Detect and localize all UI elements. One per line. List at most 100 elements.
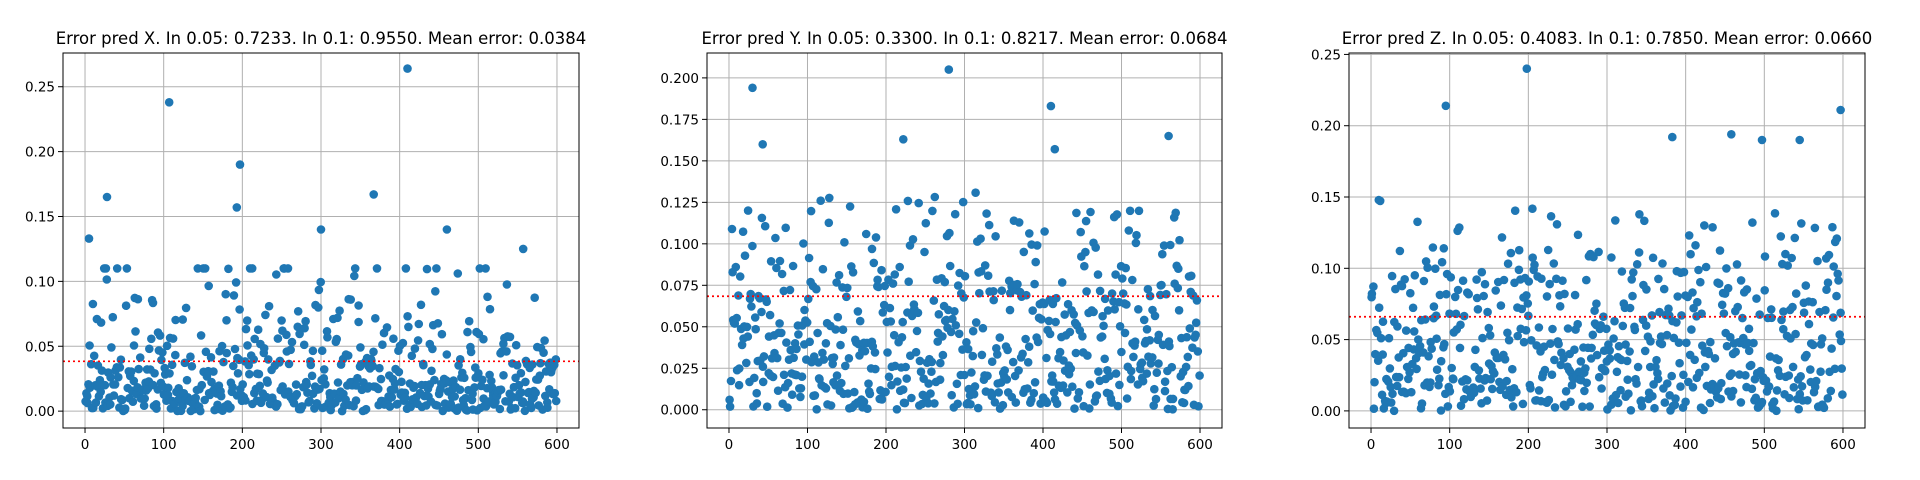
data-point [1836, 336, 1846, 346]
data-point [1716, 394, 1726, 404]
data-point [1618, 321, 1628, 331]
data-point [840, 238, 849, 247]
data-point [351, 396, 361, 405]
data-point [983, 371, 992, 381]
data-point [1559, 354, 1568, 363]
subplot-y-error: Error pred Y. In 0.05: 0.3300. In 0.1: 0… [660, 29, 1227, 453]
data-point [350, 264, 360, 273]
data-point [930, 192, 940, 202]
data-point [908, 235, 918, 244]
data-point [865, 389, 875, 399]
x-tick-label: 300 [308, 437, 334, 453]
data-point [1018, 349, 1027, 359]
data-point [1191, 318, 1201, 328]
data-point [1576, 357, 1586, 366]
data-point [1003, 345, 1012, 355]
data-point [953, 399, 962, 409]
data-point [841, 361, 850, 371]
data-point [1037, 315, 1046, 324]
data-point [1824, 250, 1834, 260]
data-point [1774, 355, 1783, 365]
data-point [312, 399, 322, 408]
data-point [1117, 347, 1126, 357]
data-point [1517, 304, 1527, 314]
data-point [406, 402, 416, 412]
data-point [821, 384, 831, 393]
data-point [1173, 283, 1183, 293]
data-point [735, 272, 745, 281]
data-point [235, 160, 245, 169]
data-point [1370, 377, 1379, 387]
data-point [914, 198, 923, 208]
data-point [511, 340, 521, 350]
data-point [1160, 386, 1170, 396]
data-point [495, 404, 505, 414]
data-point [1751, 393, 1761, 403]
data-point [1014, 218, 1024, 227]
data-point [442, 350, 452, 359]
data-point [299, 340, 309, 350]
data-point [1187, 271, 1196, 281]
data-point [1816, 367, 1825, 377]
data-point [150, 369, 159, 378]
data-point [301, 316, 310, 326]
data-point [1671, 394, 1680, 403]
data-point [1431, 264, 1440, 274]
data-point [167, 360, 177, 370]
data-point [201, 347, 211, 357]
data-point [1652, 355, 1661, 365]
data-point [1473, 305, 1483, 314]
data-point [1688, 288, 1697, 297]
data-point [1781, 249, 1790, 259]
data-point [1107, 289, 1117, 298]
data-point [1145, 336, 1155, 345]
data-point [1472, 275, 1481, 284]
scatter-points [725, 65, 1204, 414]
data-point [1121, 263, 1130, 273]
data-point [307, 371, 317, 381]
data-point [112, 264, 122, 273]
data-point [1708, 223, 1717, 232]
y-tick-label: 0.150 [660, 154, 699, 170]
data-point [1408, 303, 1418, 313]
data-point [878, 308, 888, 317]
data-point [1705, 398, 1715, 408]
data-point [785, 285, 795, 295]
data-point [968, 351, 978, 361]
data-point [1632, 260, 1642, 269]
data-point [1504, 335, 1514, 345]
data-point [1548, 324, 1557, 334]
data-point [1154, 359, 1163, 368]
data-point [1526, 384, 1535, 393]
data-point [1013, 279, 1022, 289]
data-point [1813, 256, 1822, 266]
data-point [1546, 212, 1556, 221]
data-point [1629, 268, 1638, 277]
data-point [794, 330, 803, 339]
data-point [1126, 374, 1136, 384]
data-point [1738, 313, 1747, 323]
data-point [877, 395, 887, 404]
data-point [1802, 350, 1811, 360]
data-point [990, 398, 1000, 407]
data-point [1777, 315, 1786, 325]
data-point [1770, 209, 1780, 218]
data-point [891, 205, 901, 214]
data-point [1801, 281, 1811, 290]
data-point [1508, 402, 1518, 411]
data-point [1757, 397, 1767, 407]
data-point [843, 283, 852, 293]
data-point [1021, 334, 1030, 344]
data-point [259, 344, 269, 353]
data-point [1002, 375, 1012, 384]
data-point [1741, 371, 1750, 380]
data-point [1089, 307, 1098, 317]
data-point [1616, 385, 1625, 395]
data-point [950, 209, 960, 219]
data-point [551, 355, 561, 364]
data-point [1014, 366, 1023, 375]
data-point [819, 355, 829, 364]
data-point [888, 279, 898, 288]
data-point [1607, 253, 1616, 262]
y-tick-label: 0.05 [25, 339, 55, 355]
